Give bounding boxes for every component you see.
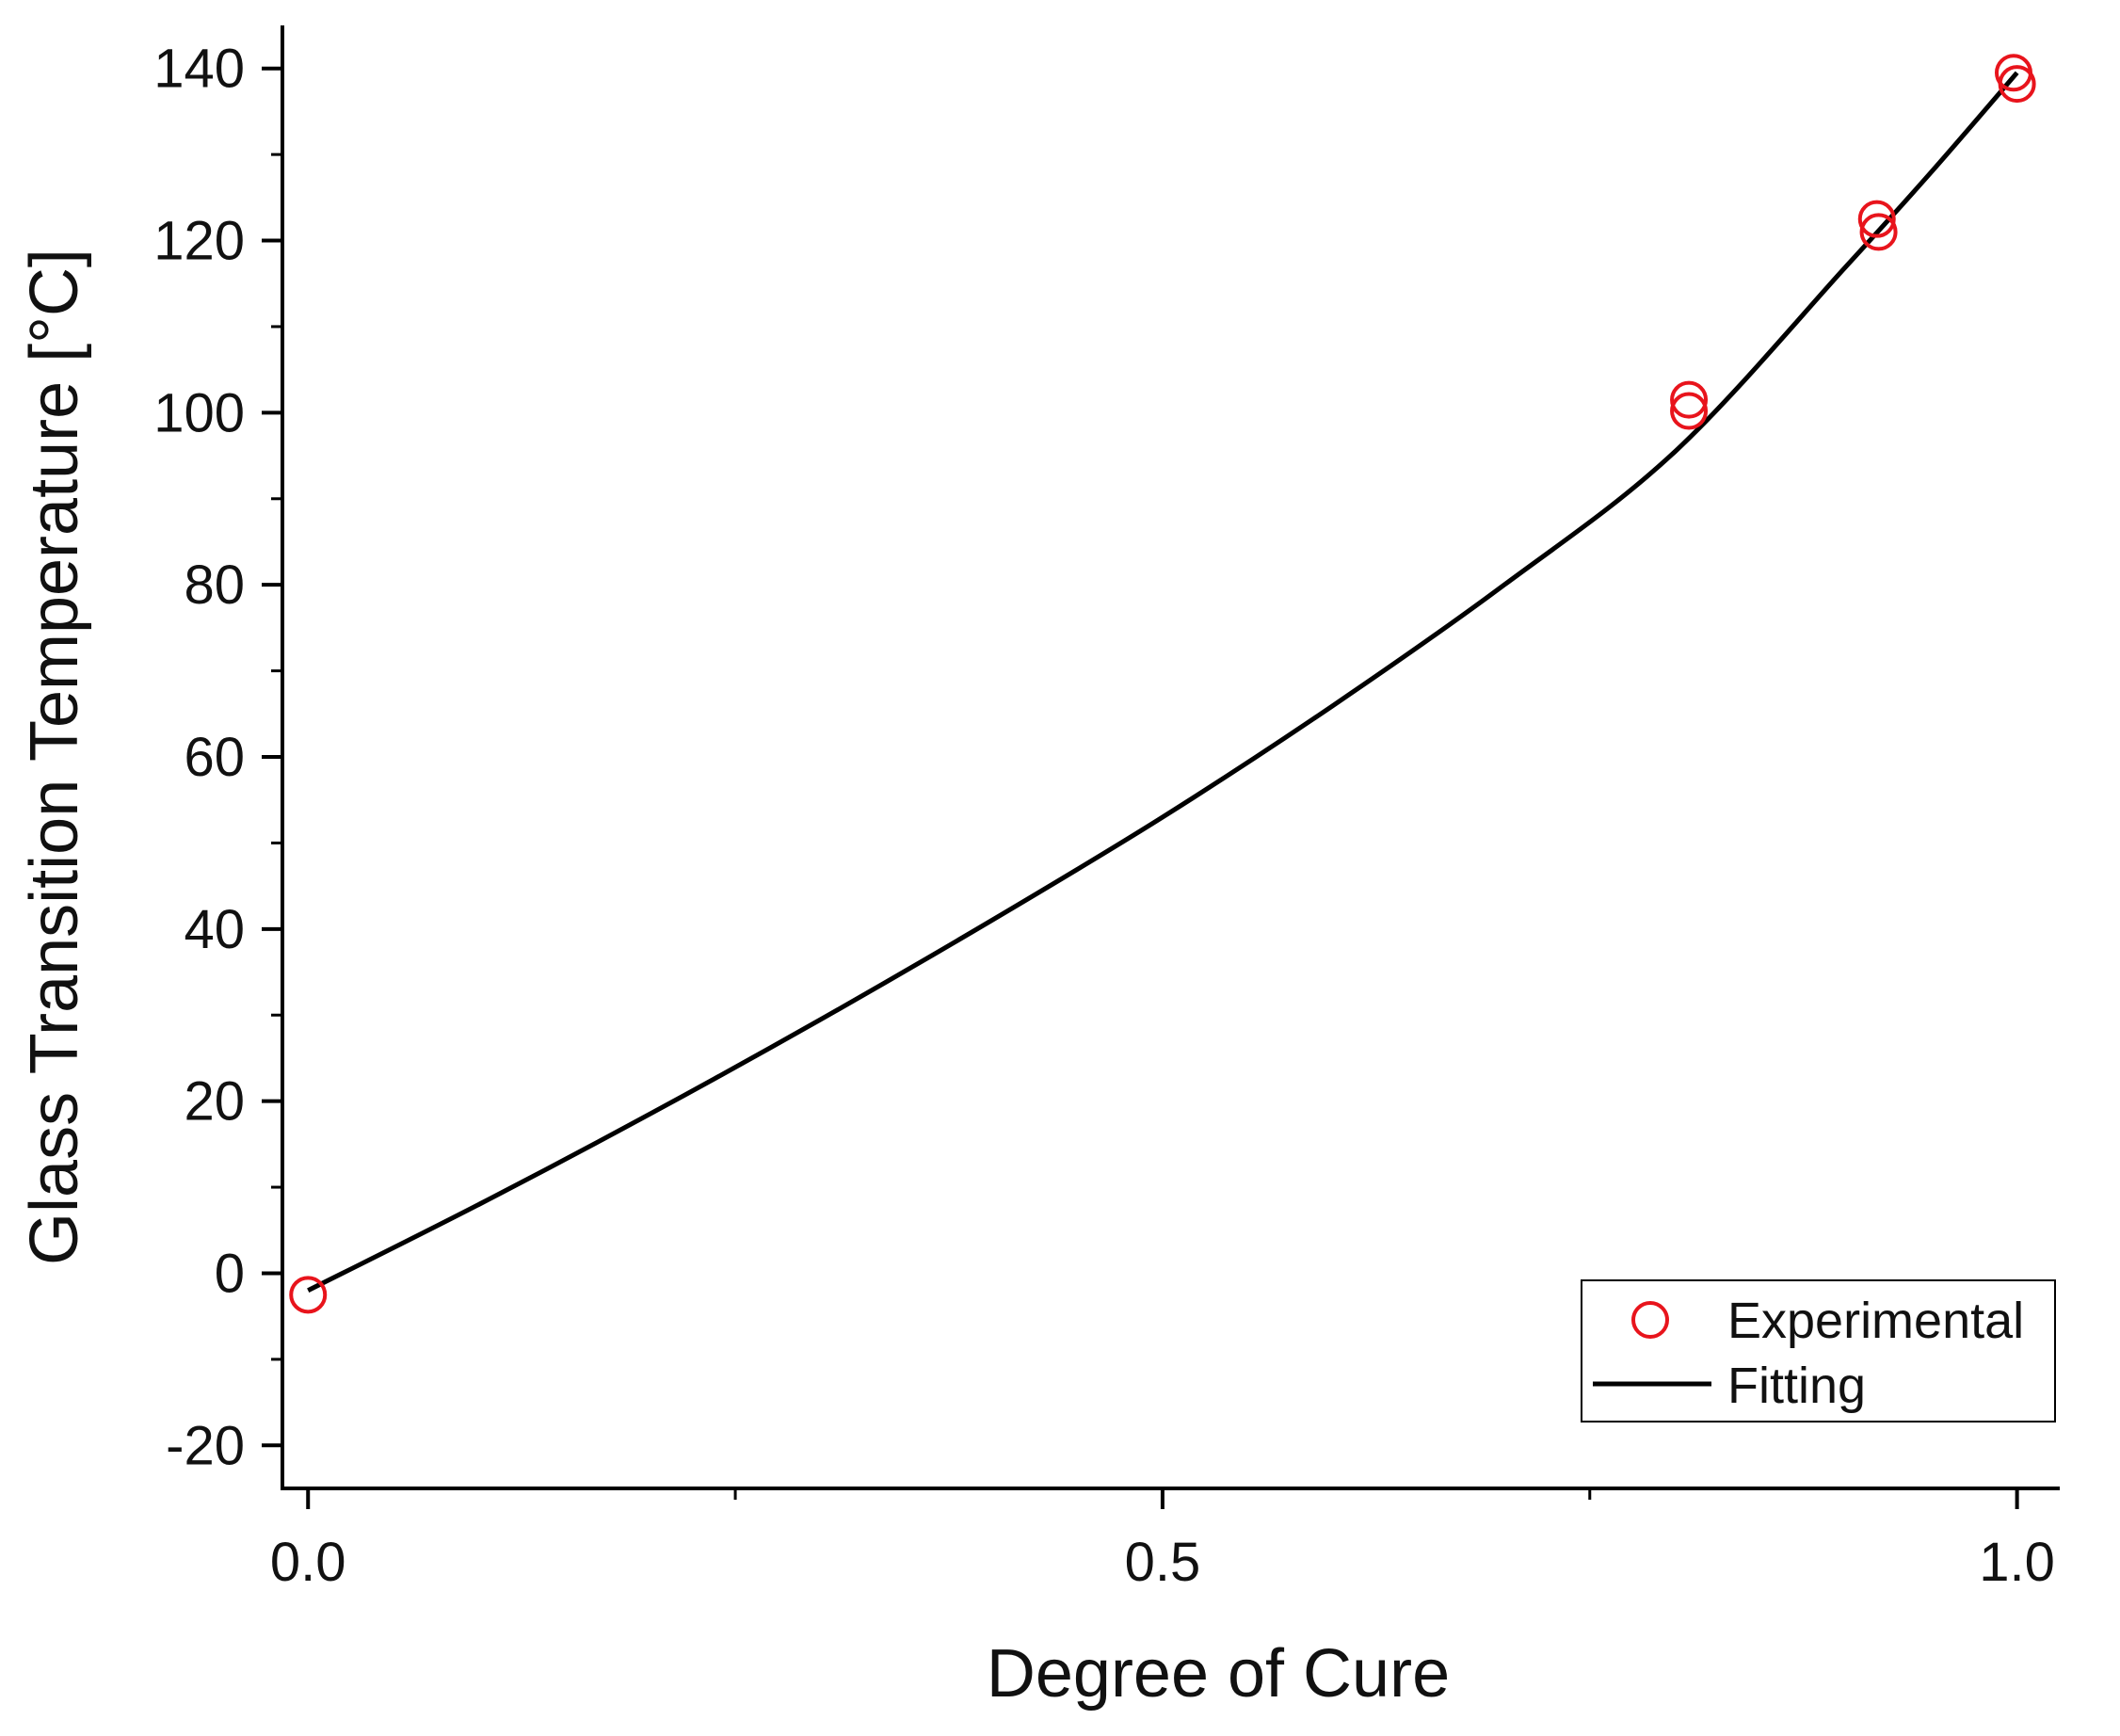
legend-label-experimental: Experimental	[1727, 1293, 2024, 1349]
x-tick-label: 0.0	[270, 1532, 346, 1593]
experimental-point	[1859, 213, 1898, 251]
x-axis-title: Degree of Cure	[987, 1636, 1450, 1712]
experimental-point	[1670, 392, 1709, 430]
legend-marker-experimental	[1631, 1301, 1669, 1339]
plot-area	[289, 54, 2036, 1314]
experimental-point	[1857, 200, 1896, 238]
axes: -20 0 20 40 60 80 100 120 140 0.0 0.5 1.0 Degree of …	[17, 25, 2060, 1712]
y-tick-label: 0	[215, 1243, 245, 1304]
y-tick-label: 120	[153, 211, 245, 272]
y-tick-label: 20	[184, 1071, 245, 1133]
legend-box	[1581, 1279, 2056, 1423]
y-tick-label: 100	[153, 382, 245, 443]
y-tick-label: 60	[184, 727, 245, 788]
y-tick-label: 140	[153, 39, 245, 100]
experimental-point	[289, 1276, 328, 1314]
y-tick-label: 40	[184, 899, 245, 960]
legend: Experimental Fitting	[1581, 1279, 2056, 1423]
x-tick-label: 0.5	[1125, 1532, 1201, 1593]
y-tick-label: 80	[184, 555, 245, 616]
legend-label-fitting: Fitting	[1727, 1358, 1866, 1414]
y-tick-label: -20	[166, 1415, 245, 1476]
fitting-curve	[307, 71, 2019, 1293]
x-tick-label: 1.0	[1979, 1532, 2055, 1593]
experimental-point	[1670, 380, 1709, 419]
y-axis-title: Glass Transition Temperature [°C]	[17, 249, 92, 1265]
experimental-point	[1998, 65, 2036, 104]
